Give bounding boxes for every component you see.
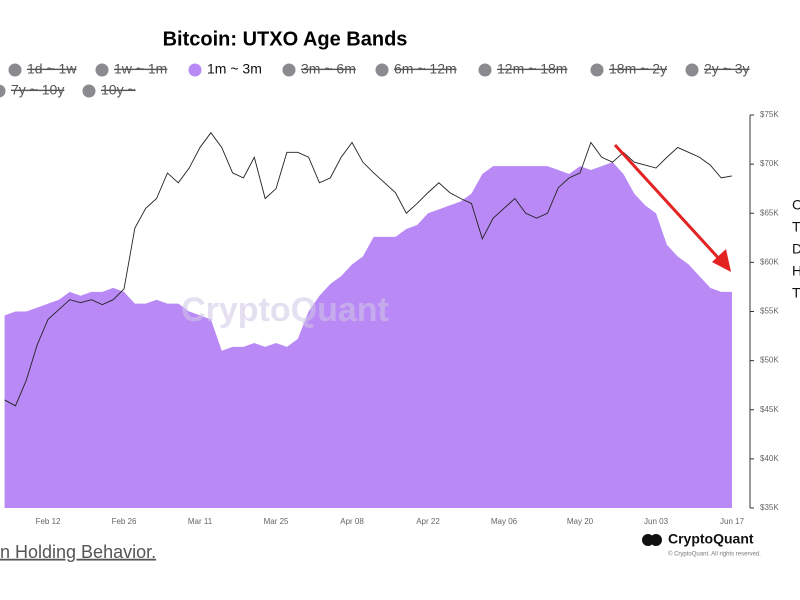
y2-tick-label: $75K <box>760 110 779 119</box>
y2-tick-label: $50K <box>760 356 779 365</box>
side-text: C <box>792 197 800 213</box>
y2-tick-label: $35K <box>760 503 779 512</box>
legend-label: 12m ~ 18m <box>497 61 567 77</box>
y2-tick-label: $70K <box>760 159 779 168</box>
x-tick-label: Mar 25 <box>264 517 289 526</box>
logo-icon <box>650 534 662 546</box>
legend-label: 2y ~ 3y <box>704 61 750 77</box>
y2-tick-label: $60K <box>760 257 779 266</box>
y2-tick-label: $45K <box>760 405 779 414</box>
legend-label: 10y ~ <box>101 82 136 98</box>
x-tick-label: May 20 <box>567 517 594 526</box>
legend-dot <box>82 84 96 98</box>
watermark: CryptoQuant <box>181 291 389 329</box>
legend-label: 1d ~ 1w <box>27 61 77 77</box>
x-tick-label: May 06 <box>491 517 518 526</box>
area <box>4 162 733 508</box>
trend-arrow-head <box>712 249 731 272</box>
x-tick-label: Apr 08 <box>340 517 364 526</box>
logo: CryptoQuant © CryptoQuant. All rights re… <box>642 531 761 558</box>
legend-dot <box>590 63 604 77</box>
side-text: T <box>792 219 800 235</box>
caption: n Holding Behavior. <box>0 542 156 562</box>
legend-label: 3m ~ 6m <box>301 61 356 77</box>
legend-label: 1w ~ 1m <box>114 61 167 77</box>
x-tick-label: Jun 03 <box>644 517 669 526</box>
x-tick-label: Feb 26 <box>112 517 137 526</box>
side-text: H <box>792 263 800 279</box>
y2-tick-label: $65K <box>760 208 779 217</box>
chart-title: Bitcoin: UTXO Age Bands <box>163 28 408 50</box>
price-line <box>4 131 733 407</box>
x-tick-label: Feb 12 <box>36 517 61 526</box>
legend-dot <box>8 63 22 77</box>
legend-dot <box>478 63 492 77</box>
legend-dot <box>188 63 202 77</box>
y2-tick-label: $40K <box>760 454 779 463</box>
legend-label: 6m ~ 12m <box>394 61 457 77</box>
legend-dot <box>0 84 6 98</box>
legend-label: 1m ~ 3m <box>207 61 262 77</box>
copyright: © CryptoQuant. All rights reserved. <box>668 551 761 558</box>
legend-dot <box>95 63 109 77</box>
y2-tick-label: $55K <box>760 307 779 316</box>
legend-dot <box>282 63 296 77</box>
x-tick-label: Apr 22 <box>416 517 440 526</box>
x-tick-label: Jun 17 <box>720 517 745 526</box>
side-text: T <box>792 285 800 301</box>
legend-dot <box>375 63 389 77</box>
side-text: D <box>792 241 800 257</box>
trend-arrow <box>613 143 724 264</box>
legend-dot <box>685 63 699 77</box>
x-tick-label: Mar 11 <box>188 517 213 526</box>
logo-text: CryptoQuant <box>668 531 754 547</box>
legend-label: 18m ~ 2y <box>609 61 667 77</box>
legend-label: 7y ~ 10y <box>11 82 64 98</box>
